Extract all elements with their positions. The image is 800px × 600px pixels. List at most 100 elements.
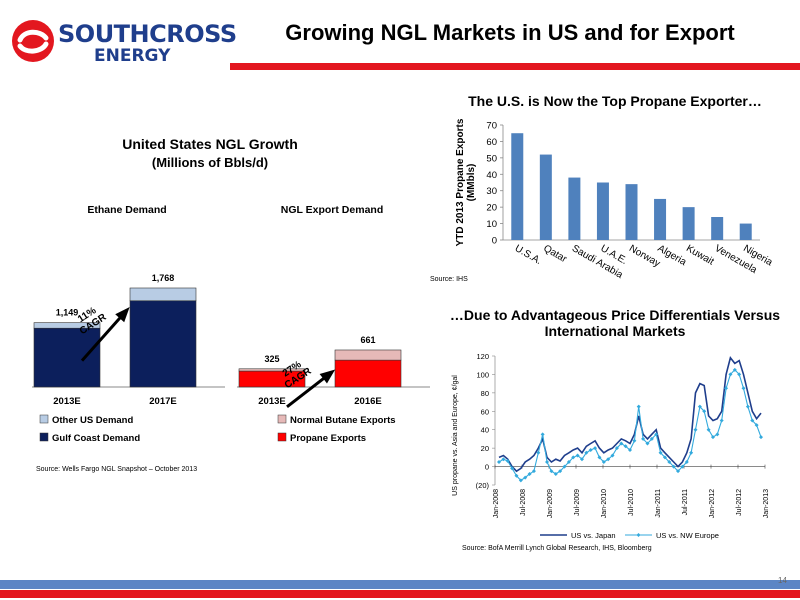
- diff-europe-marker: [636, 404, 641, 409]
- propane-bar-venezuela: [711, 217, 724, 240]
- diff-series-line-japan: [498, 356, 762, 473]
- diff-europe-marker: [658, 450, 663, 455]
- ethane-bar-base-2017E: [129, 300, 197, 388]
- diff-x-tick-label: Jan-2013: [763, 489, 770, 518]
- diff-europe-marker: [514, 473, 519, 478]
- diff-europe-marker: [719, 418, 724, 423]
- diff-europe-marker: [724, 386, 729, 391]
- diff-y-tick-label: 120: [476, 352, 489, 361]
- propane-y-tick-label: 70: [486, 121, 497, 132]
- propane-bar-saudiarabia: [568, 177, 581, 240]
- diff-europe-marker: [737, 372, 742, 377]
- diff-europe-marker: [497, 459, 501, 464]
- diff-europe-marker: [710, 435, 715, 440]
- export-arrow-head: [319, 369, 336, 384]
- diff-europe-marker: [536, 450, 541, 455]
- diff-europe-marker: [671, 464, 676, 469]
- diff-europe-marker: [750, 418, 755, 423]
- logo-wordmark-line1: SOUTHCROSS: [58, 20, 237, 48]
- diff-y-tick-label: 40: [481, 426, 489, 435]
- diff-europe-marker: [689, 450, 694, 455]
- propane-category-label: Kuwait: [684, 243, 716, 268]
- ethane-arrow-head: [115, 307, 130, 323]
- diff-europe-marker: [597, 455, 602, 460]
- diff-x-tick-label: Jul-2011: [682, 489, 689, 515]
- propane-bar-nigeria: [739, 223, 752, 240]
- diff-x-tick-label: Jul-2009: [574, 489, 581, 516]
- propane-y-tick-label: 30: [486, 186, 497, 197]
- diff-europe-marker: [527, 471, 532, 476]
- diff-europe-marker: [684, 459, 689, 464]
- propane-y-tick-label: 50: [486, 153, 497, 164]
- diff-europe-marker: [706, 427, 711, 432]
- diff-europe-marker: [518, 478, 523, 483]
- propane-bar-usa: [511, 133, 524, 240]
- diff-europe-marker: [606, 457, 611, 462]
- propane-y-tick-label: 20: [486, 203, 497, 214]
- price-differential-title: …Due to Advantageous Price Differentials…: [449, 307, 781, 339]
- diff-y-tick-label: 60: [481, 407, 489, 416]
- diff-x-tick-label: Jul-2010: [628, 489, 635, 516]
- diff-europe-marker: [540, 432, 545, 437]
- diff-europe-marker: [531, 469, 536, 474]
- diff-x-tick-label: Jan-2008: [493, 489, 500, 518]
- page-number: 14: [778, 576, 787, 585]
- diff-x-tick-label: Jul-2008: [520, 489, 527, 516]
- bofa-source-note: Source: BofA Merrill Lynch Global Resear…: [462, 545, 652, 552]
- propane-y-tick-label: 40: [486, 170, 497, 181]
- export-bar-base-2016E: [334, 359, 402, 388]
- ethane-chart-title: Ethane Demand: [87, 204, 166, 216]
- ethane-total-label: 1,768: [152, 273, 175, 283]
- diff-europe-marker: [588, 447, 593, 452]
- ethane-category-label: 2017E: [149, 396, 176, 407]
- diff-y-tick-label: 0: [485, 463, 489, 472]
- diff-europe-marker: [645, 441, 650, 446]
- diff-europe-marker: [715, 432, 720, 437]
- ethane-bar-base-2013E: [33, 327, 101, 388]
- propane-category-label: Algeria: [656, 243, 689, 268]
- diff-europe-marker: [614, 446, 619, 451]
- diff-europe-marker: [562, 464, 567, 469]
- header-divider: [230, 63, 800, 70]
- diff-europe-marker: [632, 438, 637, 443]
- diff-europe-marker: [628, 447, 632, 452]
- ethane-legend-swatch: [39, 432, 49, 442]
- export-category-label: 2016E: [354, 396, 381, 407]
- diff-europe-marker: [697, 404, 702, 409]
- diff-europe-marker: [741, 386, 746, 391]
- export-legend-label: Propane Exports: [290, 433, 366, 444]
- diff-europe-marker: [662, 455, 667, 460]
- export-category-label: 2013E: [258, 396, 285, 407]
- propane-y-tick-label: 10: [486, 219, 497, 230]
- ethane-bar-top-2013E: [33, 322, 101, 329]
- diff-europe-marker: [553, 471, 558, 476]
- export-bar-top-2016E: [334, 349, 402, 361]
- left-source-note: Source: Wells Fargo NGL Snapshot – Octob…: [36, 466, 198, 473]
- propane-bar-kuwait: [682, 207, 695, 240]
- diff-europe-marker: [623, 444, 628, 449]
- diff-y-axis-label: US propane vs. Asia and Europe, ¢/gal: [452, 375, 459, 496]
- propane-bar-qatar: [539, 154, 552, 240]
- diff-europe-marker: [667, 459, 672, 464]
- diff-europe-marker: [732, 367, 737, 372]
- diff-x-tick-label: Jan-2009: [547, 489, 554, 518]
- ethane-legend-swatch: [39, 414, 49, 424]
- diff-europe-marker: [545, 459, 550, 464]
- diff-europe-marker: [579, 457, 584, 462]
- diff-europe-marker: [619, 441, 624, 446]
- diff-europe-marker: [649, 436, 654, 441]
- propane-y-tick-label: 60: [486, 137, 497, 148]
- propane-bar-norway: [625, 184, 638, 240]
- diff-europe-marker: [505, 459, 510, 464]
- ethane-bar-top-2017E: [129, 287, 197, 302]
- export-bar-top-2013E: [238, 368, 306, 372]
- ethane-total-label: 1,149: [56, 308, 79, 318]
- footer-blue-bar: [0, 580, 800, 589]
- diff-europe-marker: [610, 453, 615, 458]
- diff-europe-marker: [680, 464, 685, 469]
- diff-europe-marker: [510, 466, 515, 471]
- diff-europe-marker: [693, 427, 698, 432]
- export-legend-label: Normal Butane Exports: [290, 415, 396, 426]
- propane-exporter-title: The U.S. is Now the Top Propane Exporter…: [468, 93, 762, 109]
